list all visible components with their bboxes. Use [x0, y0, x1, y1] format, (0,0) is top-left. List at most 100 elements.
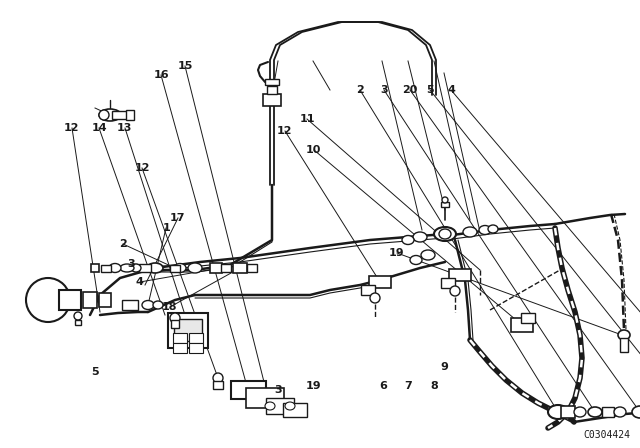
Ellipse shape: [632, 406, 640, 418]
Text: 12: 12: [64, 123, 79, 133]
Bar: [521, 313, 535, 323]
Bar: [210, 263, 222, 273]
Text: 17: 17: [170, 213, 186, 223]
Bar: [247, 264, 257, 272]
Bar: [511, 318, 533, 332]
Text: 15: 15: [178, 61, 193, 71]
Bar: [171, 320, 179, 328]
Ellipse shape: [174, 263, 186, 272]
Bar: [170, 264, 180, 271]
Ellipse shape: [479, 225, 491, 234]
Text: 9: 9: [441, 362, 449, 372]
Bar: [230, 381, 266, 399]
Text: 19: 19: [389, 248, 404, 258]
Text: 4: 4: [447, 85, 455, 95]
Ellipse shape: [421, 250, 435, 260]
Bar: [233, 263, 247, 273]
Ellipse shape: [131, 264, 141, 272]
Bar: [173, 333, 187, 343]
Bar: [283, 403, 307, 417]
Text: 2: 2: [356, 85, 364, 95]
Text: 5: 5: [91, 367, 99, 377]
Circle shape: [450, 286, 460, 296]
Bar: [173, 343, 187, 353]
Text: 2: 2: [119, 239, 127, 249]
Bar: [620, 338, 628, 352]
Bar: [263, 94, 281, 106]
Bar: [139, 264, 151, 272]
Circle shape: [442, 197, 448, 203]
Text: 4: 4: [136, 277, 143, 287]
Ellipse shape: [188, 263, 202, 273]
Ellipse shape: [439, 229, 451, 239]
Circle shape: [74, 312, 82, 320]
Bar: [59, 290, 81, 310]
Ellipse shape: [488, 225, 498, 233]
Ellipse shape: [588, 407, 602, 417]
Text: 1: 1: [163, 224, 170, 233]
Text: 16: 16: [154, 70, 169, 80]
Bar: [441, 278, 455, 288]
Ellipse shape: [410, 255, 422, 264]
Text: 13: 13: [117, 123, 132, 133]
Bar: [441, 202, 449, 207]
Bar: [189, 343, 203, 353]
Text: 7: 7: [404, 381, 412, 391]
Circle shape: [370, 293, 380, 303]
Text: 3: 3: [380, 85, 388, 95]
Bar: [168, 313, 208, 348]
Ellipse shape: [99, 109, 121, 121]
Bar: [369, 276, 391, 288]
Text: 3: 3: [127, 259, 135, 269]
Ellipse shape: [402, 236, 414, 245]
Circle shape: [99, 110, 109, 120]
Text: 10: 10: [306, 145, 321, 155]
Text: 14: 14: [92, 123, 107, 133]
Bar: [75, 319, 81, 324]
Text: C0304424: C0304424: [583, 430, 630, 440]
Ellipse shape: [109, 263, 121, 272]
Bar: [213, 381, 223, 389]
Bar: [561, 406, 575, 418]
Bar: [189, 333, 203, 343]
Circle shape: [26, 278, 70, 322]
Circle shape: [213, 373, 223, 383]
Bar: [267, 86, 277, 94]
Ellipse shape: [434, 227, 456, 241]
Text: 20: 20: [402, 85, 417, 95]
Bar: [101, 264, 111, 271]
Bar: [246, 388, 284, 408]
Bar: [221, 264, 231, 272]
Ellipse shape: [265, 402, 275, 410]
Bar: [174, 319, 202, 341]
Text: 12: 12: [277, 126, 292, 136]
Text: 18: 18: [162, 302, 177, 312]
Text: 12: 12: [134, 163, 150, 173]
Text: 19: 19: [306, 381, 321, 391]
Circle shape: [170, 313, 180, 323]
Text: 3: 3: [275, 385, 282, 395]
Text: 8: 8: [430, 381, 438, 391]
Ellipse shape: [120, 264, 134, 272]
Bar: [602, 407, 614, 417]
Bar: [99, 293, 111, 307]
Ellipse shape: [153, 301, 163, 309]
Bar: [126, 110, 134, 120]
Ellipse shape: [614, 407, 626, 417]
Bar: [91, 264, 99, 272]
Bar: [449, 269, 471, 281]
Bar: [83, 292, 97, 308]
Text: 6: 6: [379, 381, 387, 391]
Ellipse shape: [147, 263, 163, 273]
Ellipse shape: [618, 330, 630, 340]
Text: 11: 11: [300, 114, 315, 124]
Ellipse shape: [142, 301, 154, 310]
Text: 5: 5: [426, 85, 434, 95]
Bar: [112, 111, 128, 119]
Bar: [266, 398, 294, 414]
Bar: [265, 79, 279, 85]
Bar: [122, 300, 138, 310]
Bar: [361, 285, 375, 295]
Ellipse shape: [285, 402, 295, 410]
Ellipse shape: [574, 407, 586, 417]
